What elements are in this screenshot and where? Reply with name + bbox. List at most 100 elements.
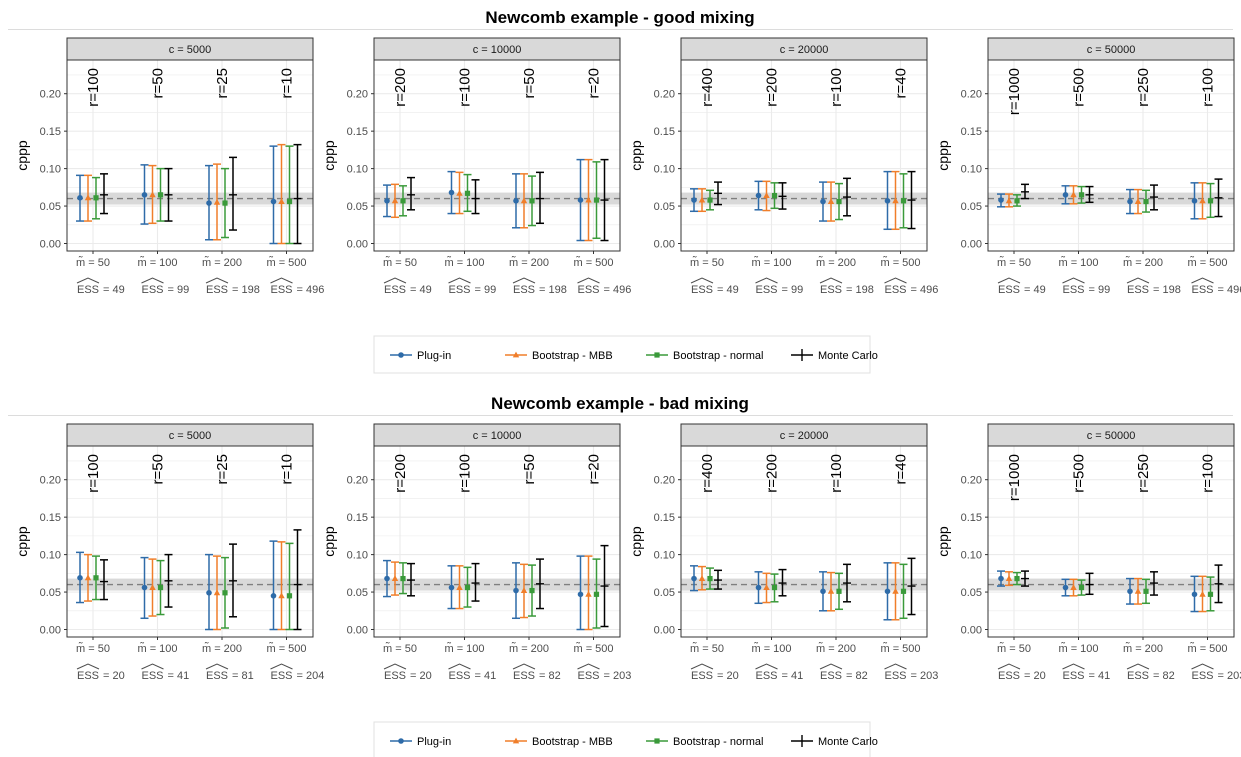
ess-hat: [141, 663, 164, 670]
ess-label: ESS = 20: [690, 663, 739, 682]
point-normal: [1078, 192, 1085, 198]
ess-label: ESS = 20: [76, 663, 125, 682]
point-plugin: [1191, 198, 1198, 204]
point-mbb: [1070, 191, 1077, 198]
ess-text: ESS: [449, 670, 471, 682]
ess-value: = 496: [297, 284, 325, 296]
ess-hat: [448, 277, 471, 284]
ess-label: ESS = 198: [819, 277, 874, 296]
y-tick-label: 0.20: [961, 475, 982, 487]
point-plugin: [448, 189, 455, 196]
point-normal: [464, 584, 471, 591]
ess-label: ESS = 496: [577, 277, 631, 296]
legend: Plug-in Bootstrap - MBB Bootstrap - normal…: [373, 335, 878, 374]
facet-strip-label: c = 5000: [169, 430, 212, 442]
ess-value: = 204: [297, 670, 325, 682]
plot-area: [681, 446, 927, 637]
legend-item-mc: Monte Carlo: [791, 349, 878, 362]
point-mbb: [1005, 197, 1013, 204]
point-plugin: [577, 591, 584, 598]
panel-border: [987, 59, 1235, 252]
x-tick-label: m̃ = 100: [1058, 256, 1098, 269]
point-normal: [529, 198, 535, 204]
point-plugin: [998, 575, 1004, 582]
ess-value: = 49: [410, 284, 432, 296]
ess-text: ESS: [1127, 284, 1149, 296]
x-tick-label: m̃ = 50: [997, 642, 1031, 655]
ess-hat: [819, 277, 843, 284]
y-tick-label: 0.00: [40, 625, 61, 637]
ess-text: ESS: [384, 284, 406, 296]
x-tick-label: m̃ = 50: [690, 642, 724, 655]
ess-value: = 203: [1218, 670, 1241, 682]
point-mbb: [84, 194, 92, 201]
ess-label: ESS = 41: [448, 663, 496, 682]
ess-hat: [577, 663, 600, 670]
ess-hat: [1062, 277, 1085, 284]
y-axis-label: cppp: [321, 140, 337, 171]
legend-label: Plug-in: [417, 736, 451, 748]
y-tick-label: 0.10: [40, 164, 61, 176]
ess-value: = 99: [168, 284, 190, 296]
ess-hat: [1126, 277, 1150, 284]
plot-area: [374, 446, 620, 637]
point-normal: [400, 575, 406, 582]
ess-hat: [76, 663, 100, 670]
y-tick-label: 0.20: [654, 89, 675, 101]
point-normal: [771, 584, 778, 591]
point-mbb: [827, 587, 835, 594]
point-mbb: [278, 592, 285, 599]
r-annotation: r=20: [586, 68, 603, 98]
legend-label: Bootstrap - MBB: [532, 736, 613, 748]
y-tick-label: 0.05: [961, 201, 982, 213]
y-tick-label: 0.15: [961, 512, 982, 524]
ess-hat: [690, 663, 714, 670]
ess-label: ESS = 49: [383, 277, 432, 296]
x-tick-label: m̃ = 50: [383, 642, 417, 655]
x-tick-label: m̃ = 500: [1187, 256, 1227, 269]
ess-value: = 198: [846, 284, 874, 296]
y-tick-label: 0.05: [654, 201, 675, 213]
point-plugin: [691, 197, 697, 203]
ess-hat: [884, 277, 907, 284]
ess-hat: [141, 277, 164, 284]
x-tick-label: m̃ = 200: [816, 642, 856, 655]
ess-value: = 81: [232, 670, 254, 682]
y-axis-label: cppp: [321, 526, 337, 557]
panel-border: [66, 445, 314, 638]
ess-text: ESS: [142, 670, 164, 682]
point-mbb: [1199, 197, 1206, 204]
ess-value: = 49: [1024, 284, 1046, 296]
ess-value: = 99: [1089, 284, 1111, 296]
point-plugin: [820, 198, 826, 205]
ess-hat: [512, 277, 536, 284]
point-normal: [1014, 575, 1020, 582]
facet-panel: c = 20000 0.00 0.05 0.10 0.15 0.20 cppp r=400 m̃…: [628, 423, 938, 682]
ess-hat: [76, 277, 100, 284]
y-tick-label: 0.20: [347, 475, 368, 487]
r-annotation: r=50: [521, 68, 538, 98]
ess-value: = 82: [846, 670, 868, 682]
ess-label: ESS = 99: [448, 277, 496, 296]
point-normal: [707, 575, 713, 582]
panel-border: [987, 445, 1235, 638]
legend-item-normal: Bootstrap - normal: [646, 736, 763, 748]
point-plugin: [691, 575, 697, 582]
point-mbb: [84, 574, 92, 581]
panel-border: [680, 445, 928, 638]
facet-strip-label: c = 50000: [1087, 430, 1136, 442]
point-plugin: [755, 584, 762, 591]
point-plugin: [270, 198, 277, 205]
point-normal: [836, 588, 842, 594]
legend-label: Plug-in: [417, 350, 451, 362]
x-tick-label: m̃ = 50: [76, 642, 110, 655]
y-tick-label: 0.15: [654, 126, 675, 138]
chart-section: Newcomb example - good mixing c = 5000 0.0…: [8, 8, 1241, 374]
point-normal: [900, 198, 907, 204]
legend-key-circle: [398, 738, 404, 744]
point-plugin: [1191, 591, 1198, 598]
r-annotation: r=1000: [1006, 68, 1023, 115]
r-annotation: r=1000: [1006, 454, 1023, 501]
ess-hat: [1126, 663, 1150, 670]
ess-text: ESS: [1063, 284, 1085, 296]
